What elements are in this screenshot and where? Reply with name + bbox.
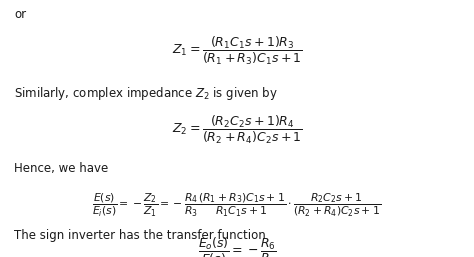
Text: $Z_2 = \dfrac{(R_2C_2s + 1)R_4}{(R_2 + R_4)C_2s + 1}$: $Z_2 = \dfrac{(R_2C_2s + 1)R_4}{(R_2 + R… (172, 114, 302, 146)
Text: Similarly, complex impedance $Z_2$ is given by: Similarly, complex impedance $Z_2$ is gi… (14, 85, 278, 102)
Text: $\dfrac{E_o(s)}{E(s)} = -\dfrac{R_6}{R_5}$: $\dfrac{E_o(s)}{E(s)} = -\dfrac{R_6}{R_5… (198, 236, 276, 257)
Text: or: or (14, 8, 27, 21)
Text: Hence, we have: Hence, we have (14, 162, 109, 175)
Text: $\dfrac{E(s)}{E_i(s)} = -\dfrac{Z_2}{Z_1} = -\dfrac{R_4}{R_3}\dfrac{(R_1 + R_3)C: $\dfrac{E(s)}{E_i(s)} = -\dfrac{Z_2}{Z_1… (92, 191, 382, 218)
Text: The sign inverter has the transfer function: The sign inverter has the transfer funct… (14, 229, 266, 242)
Text: $Z_1 = \dfrac{(R_1C_1s + 1)R_3}{(R_1 + R_3)C_1s + 1}$: $Z_1 = \dfrac{(R_1C_1s + 1)R_3}{(R_1 + R… (172, 35, 302, 67)
